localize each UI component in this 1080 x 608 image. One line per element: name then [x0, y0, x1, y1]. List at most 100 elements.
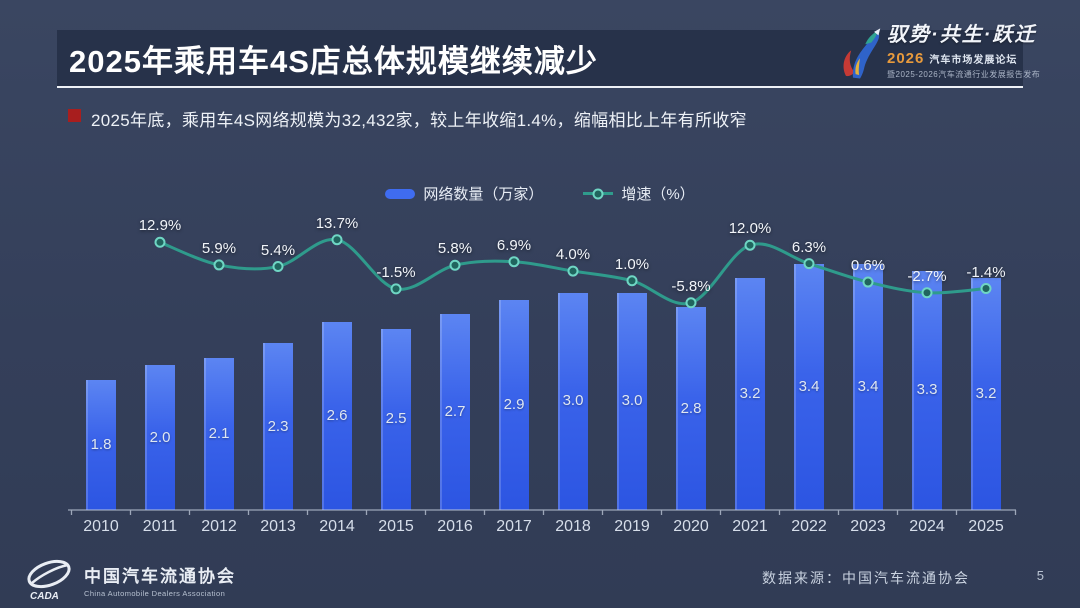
year-label: 2021	[732, 518, 768, 535]
bar-value-label: 2.8	[680, 399, 702, 417]
bar-value-label: 2.9	[503, 395, 525, 413]
year-label: 2018	[555, 518, 591, 535]
chart-legend: 网络数量（万家） 增速（%）	[0, 183, 1080, 204]
year-label: 2012	[201, 518, 237, 535]
org-names: 中国汽车流通协会 China Automobile Dealers Associ…	[84, 562, 236, 598]
bar-value-label: 2.7	[444, 403, 466, 421]
bar-value-label: 2.1	[208, 424, 230, 442]
line-marker	[390, 283, 402, 295]
line-marker	[449, 259, 461, 271]
year-label: 2025	[968, 518, 1004, 535]
event-text-block: 驭势·共生·跃迁 2026 汽车市场发展论坛 暨2025-2026汽车流通行业发…	[887, 22, 1040, 80]
year-label: 2013	[260, 518, 296, 535]
bar	[322, 321, 352, 510]
growth-value-label: 1.0%	[614, 255, 650, 273]
event-title-line: 2026 汽车市场发展论坛	[887, 50, 1040, 67]
growth-value-label: -5.8%	[671, 277, 711, 295]
growth-value-label: 0.6%	[850, 257, 886, 275]
bar	[86, 379, 116, 510]
line-marker	[685, 297, 697, 309]
growth-value-label: 5.8%	[437, 240, 473, 258]
page-title: 2025年乘用车4S店总体规模继续减少	[69, 43, 598, 79]
bar	[735, 278, 765, 510]
year-label: 2020	[673, 518, 709, 535]
line-marker	[272, 261, 284, 273]
year-label: 2016	[437, 518, 473, 535]
year-label: 2011	[142, 518, 178, 535]
bar-series-swatch-icon	[385, 188, 416, 199]
bar-value-label: 3.4	[798, 377, 820, 395]
line-marker	[744, 239, 756, 251]
bar-value-label: 3.0	[621, 392, 643, 410]
line-marker	[626, 275, 638, 287]
bar	[145, 365, 175, 510]
org-name-en: China Automobile Dealers Association	[84, 589, 226, 598]
bar	[617, 292, 647, 510]
bar	[676, 307, 706, 510]
year-label: 2015	[378, 518, 414, 535]
year-label: 2014	[319, 518, 355, 535]
org-logo-block: CADA 中国汽车流通协会 China Automobile Dealers A…	[24, 558, 236, 602]
bar	[381, 328, 411, 510]
bar-value-label: 2.6	[326, 406, 348, 424]
bar	[971, 278, 1001, 510]
line-marker-dot-icon	[592, 188, 604, 199]
page-number: 5	[1036, 568, 1044, 583]
bar-value-label: 2.5	[385, 410, 407, 428]
event-subtitle: 暨2025-2026汽车流通行业发展报告发布	[887, 70, 1041, 79]
year-label: 2017	[496, 518, 532, 535]
key-message: 2025年底，乘用车4S网络规模为32,432家，较上年收缩1.4%，缩幅相比上…	[68, 106, 747, 131]
bar	[912, 270, 942, 510]
bar-line-chart: 1.8 2010 2.0 2011 2.1 2012 2.3 2013 2.6 2014 2.5 20…	[60, 212, 1020, 547]
cada-abbr-text: CADA	[30, 591, 59, 602]
growth-value-label: 6.9%	[496, 236, 532, 254]
legend-item-line: 增速（%）	[583, 183, 695, 204]
bar-series-label: 网络数量（万家）	[423, 186, 544, 203]
growth-value-label: 12.0%	[728, 220, 772, 238]
line-marker	[154, 236, 166, 248]
bar	[440, 314, 470, 510]
bar	[204, 357, 234, 510]
year-label: 2010	[83, 518, 119, 535]
bar	[558, 292, 588, 510]
year-label: 2019	[614, 518, 650, 535]
event-name: 汽车市场发展论坛	[929, 55, 1018, 66]
growth-value-label: 6.3%	[791, 238, 827, 256]
bar-value-label: 2.0	[149, 428, 171, 446]
cada-emblem-icon: CADA	[27, 559, 71, 602]
line-marker	[508, 256, 520, 268]
growth-value-label: -2.7%	[907, 267, 947, 285]
event-horse-icon	[843, 28, 881, 79]
growth-value-label: -1.5%	[376, 263, 416, 281]
line-marker	[567, 265, 579, 277]
event-slogan: 驭势·共生·跃迁	[887, 24, 1037, 46]
event-logo: 驭势·共生·跃迁 2026 汽车市场发展论坛 暨2025-2026汽车流通行业发…	[838, 22, 1068, 86]
bar-value-label: 3.2	[975, 385, 997, 402]
growth-value-label: -1.4%	[966, 263, 1006, 281]
year-label: 2022	[791, 518, 827, 535]
x-axis	[68, 509, 1017, 515]
year-label: 2024	[909, 518, 945, 535]
event-year: 2026	[887, 50, 925, 67]
key-message-text: 2025年底，乘用车4S网络规模为32,432家，较上年收缩1.4%，缩幅相比上…	[91, 111, 747, 130]
growth-value-label: 5.4%	[260, 241, 296, 259]
growth-value-label: 5.9%	[201, 239, 237, 257]
bar-value-label: 3.4	[857, 377, 879, 395]
bar-value-label: 3.0	[562, 392, 584, 410]
growth-value-label: 4.0%	[555, 246, 591, 264]
bar	[499, 299, 529, 510]
bar-value-label: 3.3	[916, 381, 938, 399]
org-name-cn: 中国汽车流通协会	[84, 567, 236, 586]
bar	[263, 343, 293, 510]
legend-item-bars: 网络数量（万家）	[385, 183, 543, 204]
growth-value-label: 12.9%	[138, 217, 182, 235]
year-label: 2023	[850, 518, 886, 535]
data-source-text: 数据来源：中国汽车流通协会	[762, 572, 970, 587]
bar-value-label: 2.3	[267, 417, 289, 435]
bullet-marker	[68, 109, 81, 122]
bar-value-label: 1.8	[90, 435, 112, 453]
line-series-swatch-icon	[583, 188, 614, 199]
line-marker	[331, 234, 343, 246]
line-series-label: 增速（%）	[621, 186, 695, 203]
bar-value-label: 3.2	[739, 385, 761, 402]
